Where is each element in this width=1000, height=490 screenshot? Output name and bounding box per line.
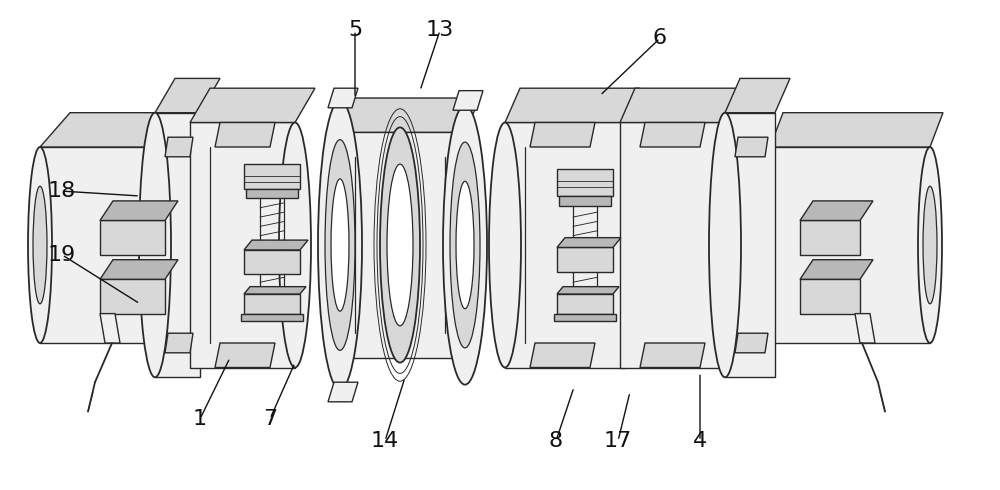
Ellipse shape bbox=[489, 122, 521, 368]
Polygon shape bbox=[557, 287, 619, 294]
Ellipse shape bbox=[387, 164, 413, 326]
Ellipse shape bbox=[139, 113, 171, 377]
Polygon shape bbox=[770, 147, 930, 343]
Polygon shape bbox=[335, 98, 480, 132]
Polygon shape bbox=[244, 287, 306, 294]
Polygon shape bbox=[505, 122, 625, 368]
Text: 8: 8 bbox=[549, 431, 563, 451]
Polygon shape bbox=[165, 333, 193, 353]
Polygon shape bbox=[620, 122, 730, 368]
Polygon shape bbox=[557, 247, 613, 272]
Polygon shape bbox=[620, 88, 745, 122]
Text: 18: 18 bbox=[48, 181, 76, 201]
Ellipse shape bbox=[318, 100, 362, 390]
Polygon shape bbox=[328, 88, 358, 108]
Ellipse shape bbox=[450, 142, 480, 348]
Polygon shape bbox=[725, 113, 775, 377]
Polygon shape bbox=[735, 333, 768, 353]
Polygon shape bbox=[735, 137, 768, 157]
Polygon shape bbox=[557, 238, 621, 247]
Polygon shape bbox=[100, 201, 178, 220]
Polygon shape bbox=[244, 294, 300, 314]
Polygon shape bbox=[640, 122, 705, 147]
Polygon shape bbox=[244, 240, 308, 250]
Ellipse shape bbox=[331, 179, 349, 311]
Polygon shape bbox=[800, 260, 873, 279]
Text: 19: 19 bbox=[48, 245, 76, 265]
Polygon shape bbox=[40, 147, 170, 343]
Polygon shape bbox=[241, 314, 303, 321]
Polygon shape bbox=[557, 294, 613, 314]
Ellipse shape bbox=[709, 113, 741, 377]
Text: 1: 1 bbox=[193, 409, 207, 429]
Ellipse shape bbox=[28, 147, 52, 343]
Polygon shape bbox=[800, 220, 860, 255]
Ellipse shape bbox=[33, 186, 47, 304]
Polygon shape bbox=[328, 382, 358, 402]
Polygon shape bbox=[530, 122, 595, 147]
Ellipse shape bbox=[279, 122, 311, 368]
Polygon shape bbox=[190, 88, 315, 122]
Text: 17: 17 bbox=[604, 431, 632, 451]
Polygon shape bbox=[155, 78, 220, 113]
Polygon shape bbox=[554, 314, 616, 321]
Ellipse shape bbox=[918, 147, 942, 343]
Polygon shape bbox=[100, 260, 178, 279]
Polygon shape bbox=[855, 314, 875, 343]
Polygon shape bbox=[100, 279, 165, 314]
Ellipse shape bbox=[923, 186, 937, 304]
Polygon shape bbox=[215, 122, 275, 147]
Polygon shape bbox=[557, 169, 613, 196]
Ellipse shape bbox=[380, 127, 420, 363]
Text: 14: 14 bbox=[371, 431, 399, 451]
Polygon shape bbox=[800, 201, 873, 220]
Ellipse shape bbox=[456, 181, 474, 309]
Polygon shape bbox=[505, 88, 640, 122]
Polygon shape bbox=[335, 132, 465, 358]
Polygon shape bbox=[190, 122, 295, 368]
Ellipse shape bbox=[325, 140, 355, 350]
Polygon shape bbox=[246, 189, 298, 198]
Ellipse shape bbox=[714, 122, 746, 368]
Polygon shape bbox=[40, 113, 200, 147]
Polygon shape bbox=[640, 343, 705, 368]
Polygon shape bbox=[453, 91, 483, 110]
Polygon shape bbox=[559, 196, 611, 206]
Polygon shape bbox=[100, 220, 165, 255]
Polygon shape bbox=[244, 164, 300, 189]
Text: 7: 7 bbox=[263, 409, 277, 429]
Polygon shape bbox=[244, 250, 300, 274]
Polygon shape bbox=[215, 343, 275, 368]
Polygon shape bbox=[725, 78, 790, 113]
Text: 13: 13 bbox=[426, 21, 454, 40]
Text: 4: 4 bbox=[693, 431, 707, 451]
Polygon shape bbox=[155, 113, 200, 377]
Polygon shape bbox=[530, 343, 595, 368]
Ellipse shape bbox=[443, 105, 487, 385]
Polygon shape bbox=[100, 314, 120, 343]
Polygon shape bbox=[800, 279, 860, 314]
Text: 6: 6 bbox=[653, 28, 667, 48]
Text: 5: 5 bbox=[348, 21, 362, 40]
Polygon shape bbox=[770, 113, 943, 147]
Polygon shape bbox=[165, 137, 193, 157]
